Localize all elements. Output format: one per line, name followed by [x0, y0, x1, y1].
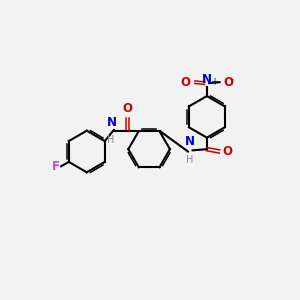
Text: O: O	[122, 103, 132, 116]
Text: N: N	[106, 116, 116, 129]
Text: O: O	[223, 76, 233, 89]
Text: N: N	[202, 73, 212, 86]
Text: F: F	[52, 160, 60, 173]
Text: H: H	[186, 154, 194, 164]
Text: H: H	[107, 135, 115, 145]
Text: O: O	[180, 76, 190, 89]
Text: N: N	[185, 136, 195, 148]
Text: -: -	[229, 74, 233, 84]
Text: O: O	[223, 145, 233, 158]
Text: +: +	[210, 76, 218, 86]
